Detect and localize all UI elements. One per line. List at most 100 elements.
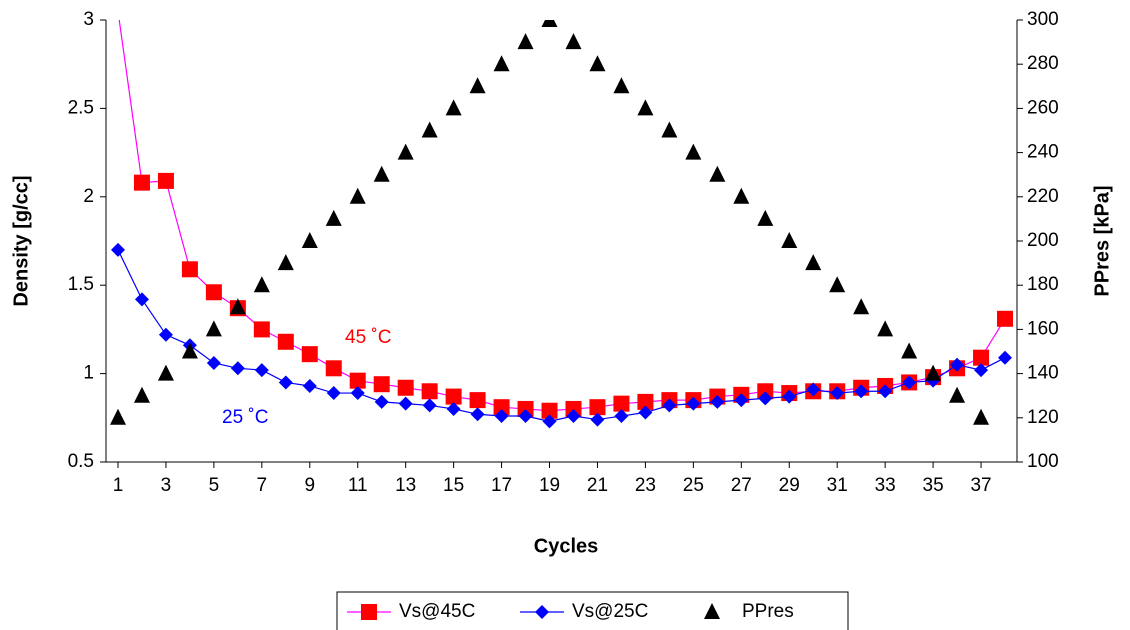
marker — [973, 408, 990, 425]
marker — [565, 33, 582, 50]
marker — [566, 409, 581, 424]
marker — [686, 396, 701, 411]
marker — [181, 342, 198, 359]
marker — [709, 165, 726, 182]
marker — [925, 364, 942, 381]
marker — [854, 384, 869, 399]
marker — [278, 375, 293, 390]
x-tick-label: 25 — [683, 475, 704, 496]
marker — [950, 357, 965, 372]
y2-tick-label: 300 — [1027, 9, 1059, 30]
marker — [205, 284, 222, 301]
marker — [445, 388, 462, 405]
marker — [253, 276, 270, 293]
marker — [758, 391, 773, 406]
x-tick-label: 33 — [875, 475, 896, 496]
marker — [517, 400, 534, 417]
x-tick-label: 21 — [587, 475, 608, 496]
marker — [494, 409, 509, 424]
y2-tick-label: 280 — [1027, 53, 1059, 74]
y2-axis-title: PPres [kPa] — [1091, 185, 1113, 296]
marker — [445, 99, 462, 116]
marker — [685, 143, 702, 160]
marker — [373, 165, 390, 182]
marker — [254, 363, 269, 378]
y2-tick-label: 220 — [1027, 186, 1059, 207]
y-tick-label: 3 — [83, 9, 94, 30]
marker — [589, 399, 606, 416]
marker — [229, 298, 246, 315]
marker — [157, 172, 174, 189]
marker — [805, 254, 822, 271]
marker — [133, 174, 150, 191]
marker — [230, 361, 245, 376]
marker — [901, 342, 918, 359]
marker — [590, 412, 605, 427]
marker — [398, 396, 413, 411]
marker — [565, 400, 582, 417]
legend-label: Vs@25C — [572, 601, 648, 622]
marker — [973, 349, 990, 366]
marker — [949, 386, 966, 403]
marker — [397, 143, 414, 160]
x-tick-label: 3 — [161, 475, 172, 496]
marker — [277, 254, 294, 271]
marker — [757, 209, 774, 226]
marker — [757, 383, 774, 400]
marker — [133, 386, 150, 403]
y2-tick-label: 120 — [1027, 407, 1059, 428]
marker — [734, 393, 749, 408]
x-tick-label: 5 — [209, 475, 220, 496]
y2-tick-label: 180 — [1027, 274, 1059, 295]
marker — [110, 3, 126, 19]
marker — [998, 350, 1013, 365]
series-line — [118, 20, 1006, 412]
marker — [638, 405, 653, 420]
marker — [704, 603, 720, 619]
marker — [361, 604, 377, 620]
marker — [469, 77, 486, 94]
marker — [637, 99, 654, 116]
legend-label: PPres — [742, 601, 794, 622]
legend-label: Vs@45C — [399, 601, 475, 622]
y2-tick-label: 100 — [1027, 451, 1059, 472]
marker — [542, 414, 557, 429]
marker — [158, 327, 173, 342]
marker — [493, 399, 510, 416]
marker — [470, 407, 485, 422]
marker — [877, 320, 894, 337]
marker — [853, 298, 870, 315]
marker — [349, 372, 366, 389]
marker — [589, 55, 606, 72]
x-tick-label: 23 — [635, 475, 656, 496]
marker — [902, 375, 917, 390]
x-tick-label: 35 — [923, 475, 944, 496]
y-tick-label: 1 — [83, 363, 94, 384]
y2-tick-label: 200 — [1027, 230, 1059, 251]
series-line — [117, 249, 1006, 422]
y-tick-label: 2 — [83, 186, 94, 207]
marker — [493, 55, 510, 72]
marker — [373, 376, 390, 393]
marker — [422, 398, 437, 413]
marker — [782, 389, 797, 404]
marker — [325, 209, 342, 226]
marker — [535, 605, 549, 619]
y2-tick-label: 140 — [1027, 363, 1059, 384]
x-tick-label: 29 — [779, 475, 800, 496]
plot-area — [109, 3, 1014, 429]
marker — [974, 363, 989, 378]
marker — [541, 402, 558, 419]
marker — [325, 360, 342, 377]
marker — [613, 77, 630, 94]
marker — [134, 292, 149, 307]
marker — [613, 395, 630, 412]
x-tick-label: 27 — [731, 475, 752, 496]
annotation: 25 ˚C — [222, 407, 268, 428]
x-tick-label: 17 — [491, 475, 512, 496]
y-tick-label: 2.5 — [68, 97, 94, 118]
x-tick-label: 31 — [827, 475, 848, 496]
marker — [541, 20, 558, 27]
marker — [662, 398, 677, 413]
